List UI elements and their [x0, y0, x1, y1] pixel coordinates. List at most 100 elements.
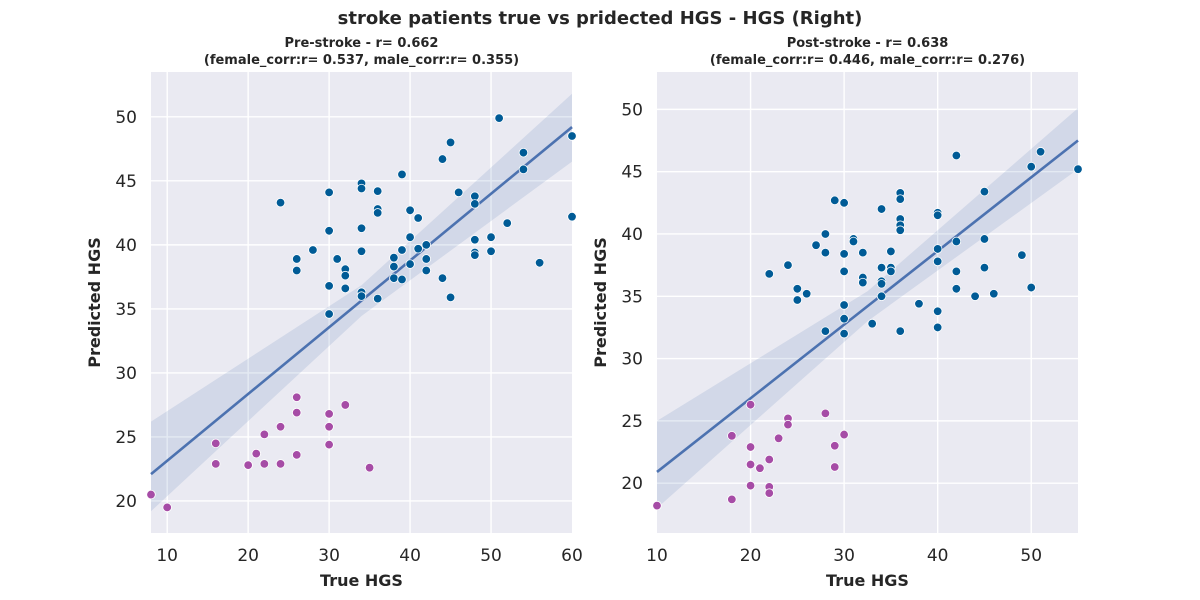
- x-tick-label: 60: [561, 546, 583, 566]
- data-point: [211, 459, 221, 469]
- data-point: [389, 252, 399, 263]
- data-point: [951, 266, 962, 277]
- data-point: [340, 400, 351, 410]
- x-tick-label: 20: [740, 546, 762, 566]
- data-point: [727, 431, 737, 441]
- data-point: [951, 236, 962, 247]
- data-point: [356, 223, 367, 233]
- data-point: [839, 313, 849, 324]
- data-point: [292, 265, 302, 276]
- data-point: [839, 266, 849, 277]
- panel-title-line2: (female_corr:r= 0.537, male_corr:r= 0.35…: [204, 53, 519, 68]
- data-point: [839, 198, 849, 208]
- data-point: [470, 235, 480, 245]
- data-point: [839, 249, 849, 259]
- data-point: [211, 438, 221, 449]
- data-point: [652, 500, 662, 511]
- data-point: [259, 459, 270, 469]
- data-point: [895, 225, 905, 235]
- data-point: [275, 197, 286, 208]
- plot-background: [151, 72, 572, 533]
- data-point: [324, 309, 334, 319]
- data-point: [876, 279, 887, 289]
- panel-title-line2: (female_corr:r= 0.446, male_corr:r= 0.27…: [710, 53, 1025, 68]
- panel-title-line1: Post-stroke - r= 0.638: [787, 36, 949, 51]
- y-tick-label: 35: [115, 300, 137, 320]
- y-tick-labels: 20 25 30 35 40 45 50: [115, 108, 137, 512]
- data-point: [486, 246, 496, 256]
- data-point: [745, 480, 756, 491]
- y-tick-label: 40: [115, 236, 137, 256]
- data-point: [372, 293, 383, 304]
- data-point: [792, 284, 803, 294]
- data-point: [389, 273, 399, 283]
- data-point: [951, 150, 962, 161]
- y-tick-label: 50: [115, 108, 137, 128]
- ci-band: [151, 93, 572, 512]
- data-point: [445, 292, 456, 303]
- data-point: [292, 392, 302, 402]
- data-point: [745, 399, 756, 410]
- data-point: [970, 291, 980, 301]
- data-point: [1017, 250, 1027, 260]
- data-point: [876, 204, 887, 214]
- data-point: [332, 254, 342, 264]
- data-point: [486, 232, 496, 242]
- confidence-band: [151, 93, 572, 512]
- y-tick-label: 20: [621, 474, 643, 494]
- y-tick-label: 45: [621, 163, 643, 183]
- data-point: [830, 462, 840, 472]
- data-point: [783, 260, 793, 270]
- data-point: [858, 277, 868, 288]
- data-point: [437, 273, 448, 283]
- data-point: [518, 164, 529, 175]
- data-point: [251, 448, 261, 459]
- data-point: [397, 169, 407, 180]
- panel-title-line1: Pre-stroke - r= 0.662: [285, 36, 439, 51]
- data-point: [356, 183, 367, 194]
- data-point: [830, 195, 840, 206]
- data-point: [324, 439, 334, 450]
- data-point: [820, 229, 831, 239]
- data-point: [811, 240, 821, 250]
- data-point: [932, 306, 943, 316]
- data-point: [421, 265, 431, 276]
- data-point: [820, 247, 831, 258]
- data-point: [259, 429, 270, 440]
- data-point: [764, 454, 774, 465]
- data-point: [858, 247, 868, 258]
- data-point: [867, 318, 877, 329]
- data-point: [324, 187, 334, 198]
- y-tick-label: 30: [621, 350, 643, 370]
- data-point: [1073, 164, 1083, 174]
- data-point: [502, 218, 512, 228]
- x-tick-label: 50: [1020, 546, 1042, 566]
- x-axis-label: True HGS: [320, 571, 403, 590]
- data-point: [437, 154, 448, 164]
- data-point: [932, 244, 943, 254]
- data-point: [895, 194, 905, 204]
- data-point: [413, 213, 423, 223]
- data-point: [783, 419, 793, 430]
- data-point: [755, 463, 765, 473]
- data-point: [979, 234, 990, 244]
- data-point: [470, 199, 480, 209]
- x-tick-label: 10: [156, 546, 178, 566]
- data-point: [1026, 282, 1036, 293]
- panel-pre-stroke: 10 20 30 40 50 60 20 25 30 35 40 45 50 Pre-stroke -…: [85, 36, 583, 590]
- data-point: [397, 274, 407, 285]
- data-point: [405, 232, 415, 242]
- data-point: [745, 459, 756, 470]
- scatter-points: [146, 113, 577, 513]
- data-point: [518, 147, 529, 158]
- data-point: [340, 270, 351, 281]
- data-point: [932, 322, 943, 333]
- y-tick-label: 25: [621, 412, 643, 432]
- data-point: [1035, 147, 1046, 157]
- data-point: [405, 205, 415, 216]
- x-tick-label: 50: [480, 546, 502, 566]
- data-point: [839, 328, 849, 339]
- data-point: [356, 246, 367, 256]
- panel-post-stroke: 10 20 30 40 50 20 25 30 35 40 45 50 Post-stroke - …: [591, 36, 1083, 590]
